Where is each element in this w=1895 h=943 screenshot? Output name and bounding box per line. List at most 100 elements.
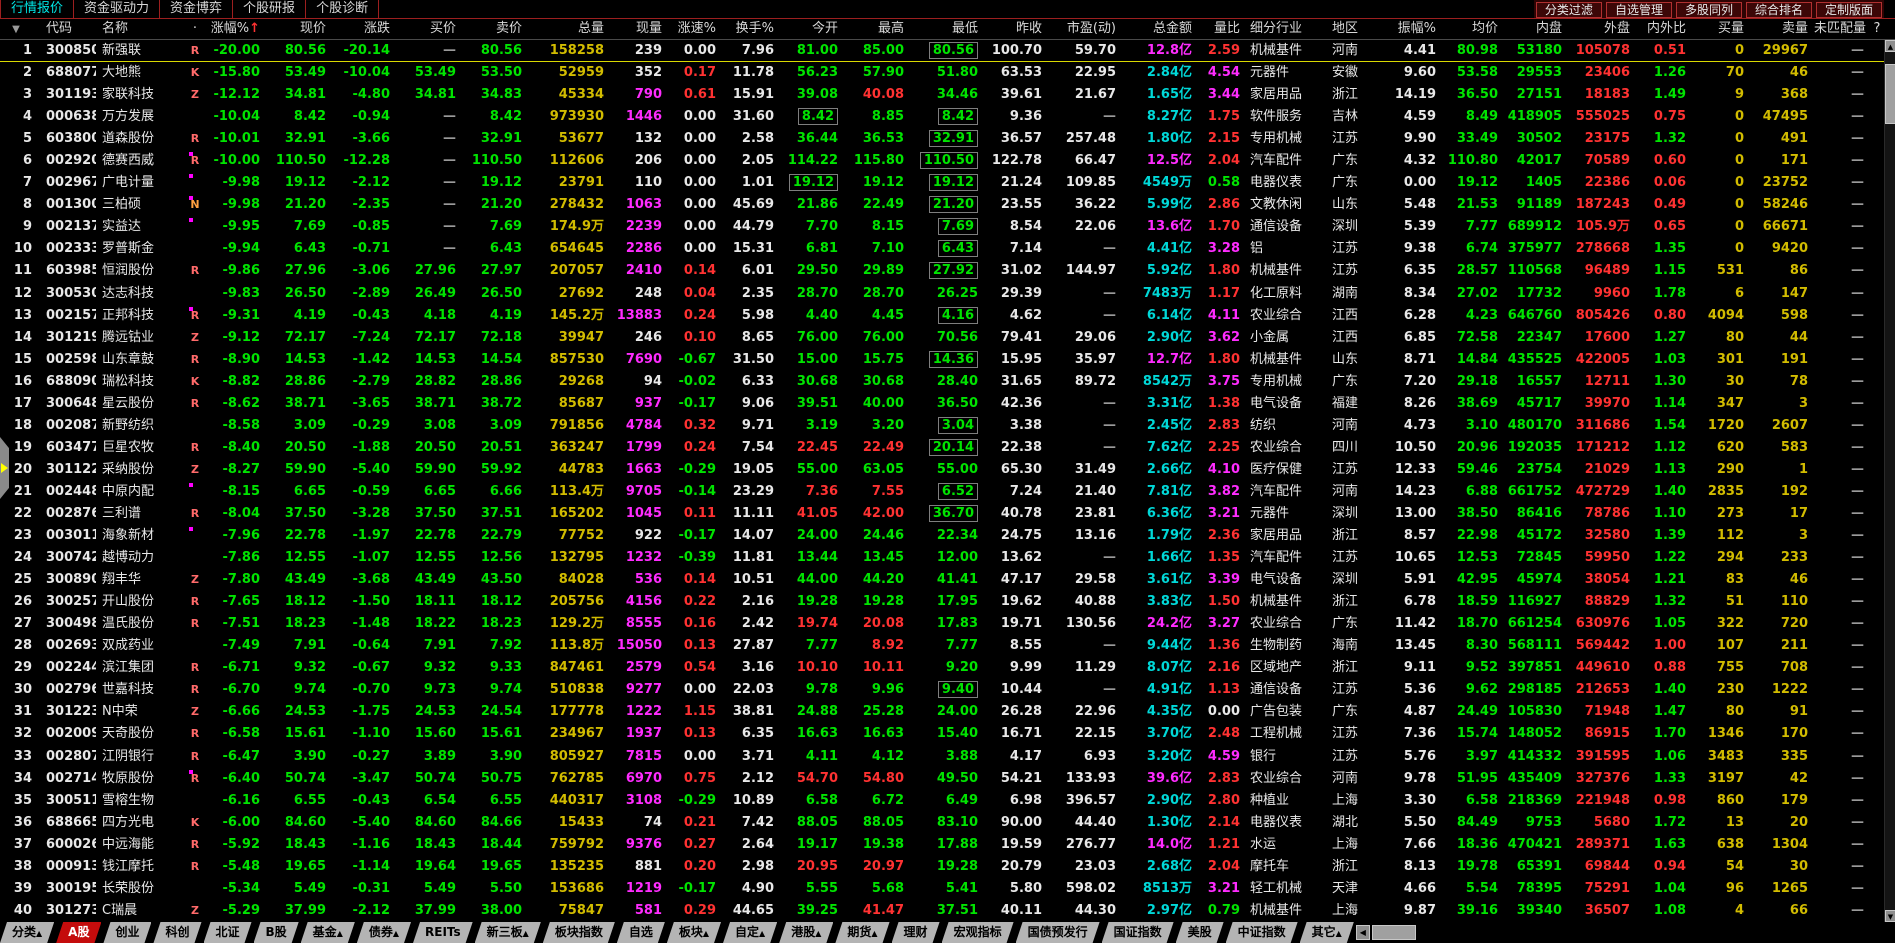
button-综合排名[interactable]: 综合排名: [1745, 2, 1812, 18]
dropdown-triangle-icon[interactable]: ▼: [12, 24, 20, 35]
top-tab-个股诊断[interactable]: 个股诊断: [306, 0, 380, 18]
vertical-scrollbar[interactable]: ▲ ▼: [1884, 40, 1895, 922]
table-row[interactable]: 17 300648 星云股份 R -8.62 38.71 -3.65 38.71 38.72 85…: [0, 393, 1884, 415]
market-tab-自定[interactable]: 自定▲: [723, 922, 777, 943]
button-定制版面[interactable]: 定制版面: [1815, 2, 1882, 18]
header-col-turnover[interactable]: 换手%: [735, 21, 774, 36]
table-row[interactable]: 30 002796 世嘉科技 R -6.70 9.74 -0.70 9.73 9.74 51083…: [0, 679, 1884, 701]
header-col-prev-close[interactable]: 昨收: [1015, 21, 1042, 36]
table-row[interactable]: 32 002009 天奇股份 R -6.58 15.61 -1.10 15.60 15.61 23…: [0, 723, 1884, 745]
table-row[interactable]: 18 002087 新野纺织 -8.58 3.09 -0.29 3.08 3.09 791856…: [0, 415, 1884, 437]
horizontal-scrollbar[interactable]: ◀: [1355, 922, 1416, 943]
table-row[interactable]: 38 000913 钱江摩托 R -5.48 19.65 -1.14 19.64 19.65 13…: [0, 856, 1884, 878]
header-col-volume[interactable]: 总量: [577, 21, 604, 36]
header-col-vol-ratio[interactable]: 量比: [1213, 21, 1240, 36]
market-tab-港股[interactable]: 港股▲: [779, 922, 833, 943]
table-row[interactable]: 20 301122 采纳股份 Z -8.27 59.90 -5.40 59.90 59.92 44…: [0, 459, 1884, 481]
header-col-high[interactable]: 最高: [877, 21, 904, 36]
market-tab-宏观指标[interactable]: 宏观指标: [942, 922, 1014, 943]
header-col-amount[interactable]: 总金额: [1152, 21, 1192, 36]
table-row[interactable]: 3 301193 家联科技 Z -12.12 34.81 -4.80 34.81 34.83 45…: [0, 84, 1884, 106]
header-col-low[interactable]: 最低: [951, 21, 978, 36]
header-col-io-ratio[interactable]: 内外比: [1646, 21, 1686, 36]
market-tab-国证指数[interactable]: 国证指数: [1102, 922, 1174, 943]
header-col-help[interactable]: ?: [1870, 19, 1884, 39]
header-col-pe[interactable]: 市盈(动): [1066, 21, 1116, 36]
header-col-index[interactable]: ▼: [0, 19, 38, 39]
table-row[interactable]: 24 300742 越博动力 -7.86 12.55 -1.07 12.55 12.56 132…: [0, 547, 1884, 569]
table-row[interactable]: 25 300890 翔丰华 Z -7.80 43.49 -3.68 43.49 43.50 840…: [0, 569, 1884, 591]
header-col-region[interactable]: 地区: [1332, 21, 1359, 36]
market-tab-板块指数[interactable]: 板块指数: [543, 922, 615, 943]
header-col-ask-qty[interactable]: 卖量: [1781, 21, 1808, 36]
table-row[interactable]: 10 002333 罗普斯金 -9.94 6.43 -0.71 — 6.43 654645 228…: [0, 238, 1884, 260]
table-row[interactable]: 9 002137 实益达 -9.95 7.69 -0.85 — 7.69 174.9万 2239 0…: [0, 216, 1884, 238]
top-tab-资金驱动力[interactable]: 资金驱动力: [74, 0, 161, 18]
header-col-change[interactable]: 涨跌: [363, 21, 390, 36]
table-row[interactable]: 27 300498 温氏股份 R -7.51 18.23 -1.48 18.22 18.23 12…: [0, 613, 1884, 635]
top-tab-资金博弈[interactable]: 资金博弈: [160, 0, 234, 18]
header-col-avg-price[interactable]: 均价: [1471, 21, 1498, 36]
horizontal-scrollbar-thumb[interactable]: [1371, 925, 1416, 940]
table-row[interactable]: 8 001300 三柏硕 N -9.98 21.20 -2.35 — 21.20 278432 10…: [0, 194, 1884, 216]
header-col-open[interactable]: 今开: [811, 21, 838, 36]
market-tab-北证[interactable]: 北证: [204, 922, 252, 943]
table-row[interactable]: 29 002244 滨江集团 R -6.71 9.32 -0.67 9.32 9.33 84746…: [0, 657, 1884, 679]
market-tab-新三板[interactable]: 新三板▲: [475, 922, 541, 943]
market-tab-创业[interactable]: 创业: [103, 922, 151, 943]
table-row[interactable]: 23 003011 海象新材 -7.96 22.78 -1.97 22.78 22.79 777…: [0, 525, 1884, 547]
market-tab-REITs[interactable]: REITs: [413, 922, 473, 943]
table-row[interactable]: 1 300850 新强联 R -20.00 80.56 -20.14 — 80.56 158258…: [0, 40, 1884, 63]
header-col-industry[interactable]: 细分行业: [1250, 21, 1303, 36]
button-自选管理[interactable]: 自选管理: [1605, 2, 1672, 18]
market-tab-B股[interactable]: B股: [254, 922, 299, 943]
header-col-code[interactable]: 代码: [46, 21, 73, 36]
table-row[interactable]: 21 002448 中原内配 -8.15 6.65 -0.59 6.65 6.66 113.4万…: [0, 481, 1884, 503]
table-row[interactable]: 7 002967 广电计量 -9.98 19.12 -2.12 — 19.12 23791 110…: [0, 172, 1884, 194]
market-tab-科创[interactable]: 科创: [153, 922, 201, 943]
header-col-ask[interactable]: 卖价: [495, 21, 522, 36]
table-row[interactable]: 22 002876 三利谱 R -8.04 37.50 -3.28 37.50 37.51 165…: [0, 503, 1884, 525]
table-row[interactable]: 14 301219 腾远钴业 Z -9.12 72.17 -7.24 72.17 72.18 39…: [0, 327, 1884, 349]
header-col-bid[interactable]: 买价: [429, 21, 456, 36]
header-col-cur-volume[interactable]: 现量: [635, 21, 662, 36]
table-row[interactable]: 11 603985 恒润股份 R -9.86 27.96 -3.06 27.96 27.97 20…: [0, 260, 1884, 282]
header-col-amplitude[interactable]: 振幅%: [1397, 21, 1436, 36]
table-row[interactable]: 5 603800 道森股份 R -10.01 32.91 -3.66 — 32.91 53677 1…: [0, 128, 1884, 150]
top-tab-行情报价[interactable]: 行情报价: [0, 0, 75, 18]
button-分类过滤[interactable]: 分类过滤: [1535, 2, 1602, 18]
scroll-left-icon[interactable]: ◀: [1355, 925, 1370, 940]
header-col-speed[interactable]: 涨速%: [677, 21, 716, 36]
table-row[interactable]: 40 301273 C瑞晨 Z -5.29 37.99 -2.12 37.99 38.00 758…: [0, 900, 1884, 922]
table-row[interactable]: 19 603477 巨星农牧 R -8.40 20.50 -1.88 20.50 20.51 36…: [0, 437, 1884, 459]
header-col-name[interactable]: 名称: [102, 21, 129, 36]
table-row[interactable]: 13 002157 正邦科技 R -9.31 4.19 -0.43 4.18 4.19 145.2…: [0, 305, 1884, 327]
header-col-outer-vol[interactable]: 外盘: [1603, 21, 1630, 36]
market-tab-A股[interactable]: A股: [56, 922, 101, 943]
table-row[interactable]: 16 688090 瑞松科技 K -8.82 28.86 -2.79 28.82 28.86 29…: [0, 371, 1884, 393]
market-tab-期货[interactable]: 期货▲: [835, 922, 889, 943]
table-row[interactable]: 26 300257 开山股份 R -7.65 18.12 -1.50 18.11 18.12 20…: [0, 591, 1884, 613]
table-row[interactable]: 33 002807 江阴银行 R -6.47 3.90 -0.27 3.89 3.90 80592…: [0, 746, 1884, 768]
table-row[interactable]: 6 002920 德赛西威 R -10.00 110.50 -12.28 — 110.50 112…: [0, 150, 1884, 172]
table-row[interactable]: 37 600026 中远海能 R -5.92 18.43 -1.16 18.43 18.44 75…: [0, 834, 1884, 856]
help-icon[interactable]: ?: [1873, 21, 1881, 36]
table-row[interactable]: 36 688665 四方光电 K -6.00 84.60 -5.40 84.60 84.66 15…: [0, 812, 1884, 834]
market-tab-板块[interactable]: 板块▲: [667, 922, 721, 943]
market-tab-分类[interactable]: 分类▲: [0, 922, 54, 943]
market-tab-美股[interactable]: 美股: [1176, 922, 1224, 943]
header-col-price[interactable]: 现价: [299, 21, 326, 36]
header-col-unmatched[interactable]: 未匹配量: [1814, 21, 1867, 36]
button-多股同列[interactable]: 多股同列: [1675, 2, 1742, 18]
scroll-up-icon[interactable]: ▲: [1885, 40, 1895, 52]
top-tab-个股研报[interactable]: 个股研报: [233, 0, 307, 18]
header-col-change-pct[interactable]: 涨幅%↑: [210, 21, 260, 36]
table-row[interactable]: 15 002598 山东章鼓 R -8.90 14.53 -1.42 14.53 14.54 85…: [0, 349, 1884, 371]
market-tab-债券[interactable]: 债券▲: [357, 922, 411, 943]
table-row[interactable]: 4 000638 万方发展 -10.04 8.42 -0.94 — 8.42 973930 144…: [0, 106, 1884, 128]
table-row[interactable]: 35 300511 雪榕生物 -6.16 6.55 -0.43 6.54 6.55 440317…: [0, 790, 1884, 812]
table-row[interactable]: 2 688077 大地熊 K -15.80 53.49 -10.04 53.49 53.50 52…: [0, 62, 1884, 84]
vertical-scrollbar-thumb[interactable]: [1885, 64, 1895, 124]
market-tab-自选[interactable]: 自选: [617, 922, 665, 943]
market-tab-中证指数[interactable]: 中证指数: [1226, 922, 1298, 943]
